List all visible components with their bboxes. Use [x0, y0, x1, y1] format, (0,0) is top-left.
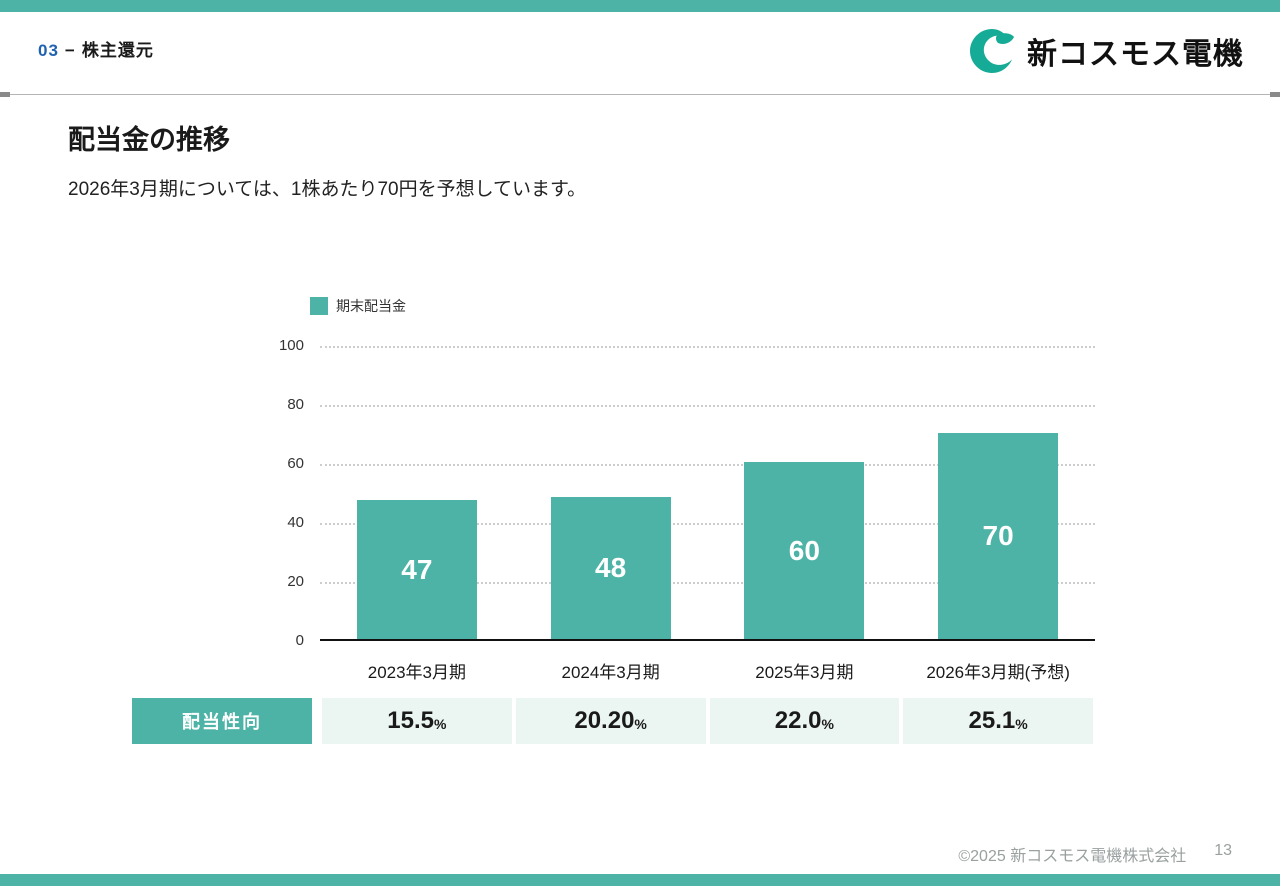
section-title: 株主還元: [81, 41, 154, 60]
bar-value-label: 47: [401, 553, 433, 585]
x-axis-tick-label: 2025年3月期: [755, 663, 854, 682]
payout-unit: %: [434, 716, 447, 732]
x-axis: 2023年3月期 2024年3月期 2025年3月期 2026年3月期(予想): [320, 658, 1095, 682]
legend-swatch: [310, 297, 328, 315]
bar-value-label: 60: [788, 534, 820, 566]
bar-4: 70: [938, 432, 1059, 639]
y-axis-tick-label: 80: [287, 396, 304, 413]
payout-cell: 20.20%: [515, 698, 706, 744]
bar-value-label: 70: [982, 519, 1014, 551]
footer: ©2025 新コスモス電機株式会社 13: [958, 842, 1232, 866]
y-axis-tick-label: 0: [295, 632, 304, 649]
gridline: [320, 346, 1095, 348]
bar-2: 48: [550, 497, 671, 639]
payout-row: 15.5% 20.20% 22.0% 25.1%: [320, 698, 1095, 744]
logo-text: 新コスモス電機: [1027, 38, 1244, 71]
page-subtitle: 2026年3月期については、1株あたり70円を予想しています。: [68, 179, 587, 200]
page-title: 配当金の推移: [68, 125, 230, 155]
legend-label: 期末配当金: [336, 298, 406, 314]
x-axis-tick-label: 2023年3月期: [367, 663, 467, 682]
payout-value: 20.20: [574, 707, 635, 734]
section-number: 03: [38, 41, 59, 60]
payout-cell: 25.1%: [903, 698, 1093, 744]
gridline: [320, 523, 1095, 525]
section-header: 03− 株主還元: [38, 36, 154, 61]
top-accent-bar: [0, 0, 1280, 12]
company-logo: 新コスモス電機: [967, 26, 1244, 76]
y-axis-tick-label: 60: [287, 455, 304, 472]
payout-value: 22.0: [774, 707, 822, 734]
bottom-accent-bar: [0, 874, 1280, 886]
chart-legend: 期末配当金: [310, 296, 406, 316]
logo-swirl-icon: [970, 29, 1014, 73]
x-axis-tick-label: 2026年3月期(予想): [926, 663, 1070, 682]
payout-value: 15.5: [387, 707, 434, 734]
gridline: [320, 582, 1095, 584]
y-axis-tick-label: 40: [287, 514, 304, 531]
y-axis: 0 20 40 60 80 100: [240, 337, 304, 649]
payout-unit: %: [634, 716, 647, 732]
page-number: 13: [1214, 842, 1232, 859]
payout-cell: 15.5%: [322, 698, 512, 744]
payout-unit: %: [1015, 716, 1028, 732]
plot-area: 47 48 60 70: [320, 346, 1095, 641]
payout-cell: 22.0%: [709, 698, 900, 744]
section-separator: −: [64, 41, 76, 60]
header-divider: [0, 92, 1280, 97]
bar-3: 60: [744, 462, 865, 639]
copyright-text: ©2025 新コスモス電機株式会社: [958, 848, 1187, 865]
gridline: [320, 405, 1095, 407]
payout-value: 25.1: [968, 707, 1016, 734]
y-axis-tick-label: 100: [278, 337, 304, 354]
payout-row-header: 配当性向: [132, 698, 312, 744]
x-axis-tick-label: 2024年3月期: [561, 663, 660, 682]
gridline: [320, 464, 1095, 466]
bar-value-label: 48: [595, 552, 627, 584]
bar-1: 47: [356, 500, 477, 639]
payout-unit: %: [821, 716, 834, 732]
y-axis-tick-label: 20: [287, 573, 304, 590]
